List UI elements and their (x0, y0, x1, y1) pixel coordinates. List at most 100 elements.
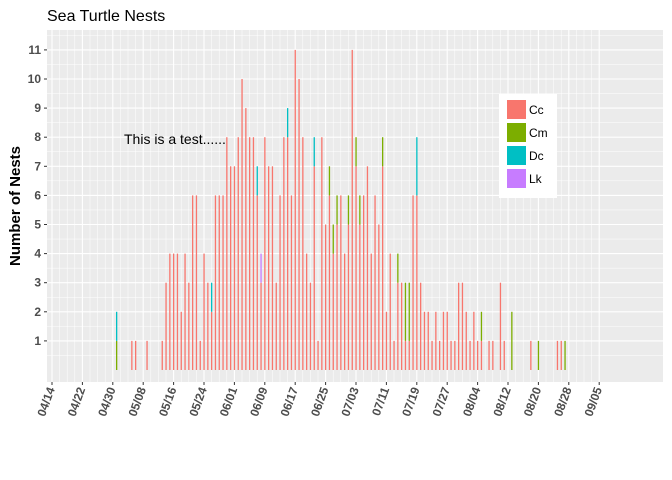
x-tick-label: 06/01 (217, 385, 241, 418)
bar-cc (488, 340, 490, 370)
x-tick-label: 08/20 (521, 385, 545, 418)
y-axis: 1 2 3 4 5 6 7 8 9 10 11 (28, 43, 47, 348)
y-tick-label: 9 (34, 101, 41, 115)
x-tick-label: 05/16 (156, 385, 180, 418)
bar-cm (355, 137, 357, 167)
plot-panel (47, 30, 663, 382)
bar-cm (511, 311, 513, 370)
bar-dc (116, 311, 118, 341)
bar-cm (336, 195, 338, 225)
legend-label-cm: Cm (529, 126, 548, 140)
bar-cc (328, 195, 331, 370)
y-tick-label: 6 (34, 188, 41, 202)
legend-label-dc: Dc (529, 149, 544, 163)
bar-cm (328, 166, 331, 196)
bar-cc (366, 166, 369, 370)
bar-cc (214, 195, 217, 370)
x-tick-label: 07/11 (369, 385, 392, 418)
bar-cc (382, 166, 384, 370)
x-tick-label: 08/04 (460, 385, 484, 418)
x-tick-label: 07/03 (338, 385, 362, 418)
bar-cm (359, 195, 361, 225)
bar-cc (252, 137, 255, 370)
bar-cm (537, 340, 540, 370)
gridlines (47, 30, 663, 382)
bar-cc (268, 166, 270, 370)
x-tick-label: 04/22 (65, 385, 89, 418)
bar-cc (218, 195, 220, 370)
legend-key-cc (507, 100, 526, 119)
y-tick-label: 7 (34, 159, 41, 173)
bar-cc (332, 253, 334, 370)
bar-cc (442, 311, 445, 370)
bar-cc (309, 282, 312, 370)
x-tick-label: 06/09 (247, 385, 271, 418)
bar-cc (283, 137, 285, 370)
bar-cc (389, 253, 391, 370)
bar-cc (450, 340, 452, 370)
bar-cc (184, 253, 186, 370)
legend-key-cm (507, 123, 526, 142)
bar-cc (423, 311, 426, 370)
bar-cc (313, 166, 315, 370)
bar-cc (195, 195, 198, 370)
bar-cc (370, 253, 372, 370)
bar-cc (336, 224, 338, 370)
bar-cc (530, 340, 532, 370)
bar-cc (401, 282, 403, 370)
bar-cc (465, 311, 467, 370)
bar-cc (480, 340, 483, 370)
bar-cc (461, 282, 464, 370)
y-tick-label: 8 (34, 130, 41, 144)
bar-cc (245, 108, 247, 370)
x-tick-label: 07/27 (430, 385, 454, 418)
bar-cc (207, 282, 209, 370)
bar-cc (271, 166, 274, 370)
bar-cc (199, 340, 201, 370)
bar-cc (161, 340, 163, 370)
bar-cm (404, 282, 407, 341)
bar-cc (180, 311, 182, 370)
bar-cc (374, 195, 376, 370)
legend: Cc Cm Dc Lk (499, 94, 557, 198)
bar-dc (416, 137, 418, 196)
x-tick-label: 07/19 (399, 385, 423, 418)
bar-cc (412, 195, 414, 370)
bar-cc (306, 253, 308, 370)
bar-cc (397, 282, 399, 370)
bar-dc (211, 282, 213, 312)
bar-dc (287, 108, 289, 138)
bars-group (116, 49, 566, 371)
bar-cc (404, 340, 407, 370)
bar-cc (321, 137, 323, 370)
bar-cc (146, 340, 148, 370)
x-tick-label: 06/17 (278, 385, 302, 418)
x-tick-label: 08/12 (490, 385, 514, 418)
bar-cc (503, 340, 505, 370)
bar-cc (351, 49, 353, 371)
bar-cc (233, 166, 236, 370)
y-tick-label: 5 (34, 218, 41, 232)
bar-cc (431, 340, 433, 370)
bar-cm (397, 253, 399, 283)
legend-label-lk: Lk (529, 172, 543, 186)
y-tick-label: 3 (34, 276, 41, 290)
legend-key-lk (507, 169, 526, 188)
bar-cc (378, 224, 380, 370)
legend-key-dc (507, 146, 526, 165)
y-tick-label: 11 (28, 43, 41, 57)
bar-cc (256, 195, 258, 370)
bar-cc (188, 282, 190, 370)
chart-title: Sea Turtle Nests (47, 8, 165, 25)
bar-cc (408, 340, 410, 370)
bar-cc (344, 253, 346, 370)
bar-cc (556, 340, 559, 370)
x-axis: 04/14 04/22 04/30 05/08 05/16 05/24 06/01 06/09… (34, 382, 605, 418)
annotation-text: This is a test...... (124, 131, 226, 147)
x-tick-label: 04/14 (34, 385, 58, 418)
bar-cc (237, 137, 239, 370)
bar-dc (256, 166, 258, 196)
x-tick-label: 08/28 (551, 385, 575, 418)
bar-cc (131, 340, 133, 370)
x-tick-label: 04/30 (95, 385, 119, 418)
